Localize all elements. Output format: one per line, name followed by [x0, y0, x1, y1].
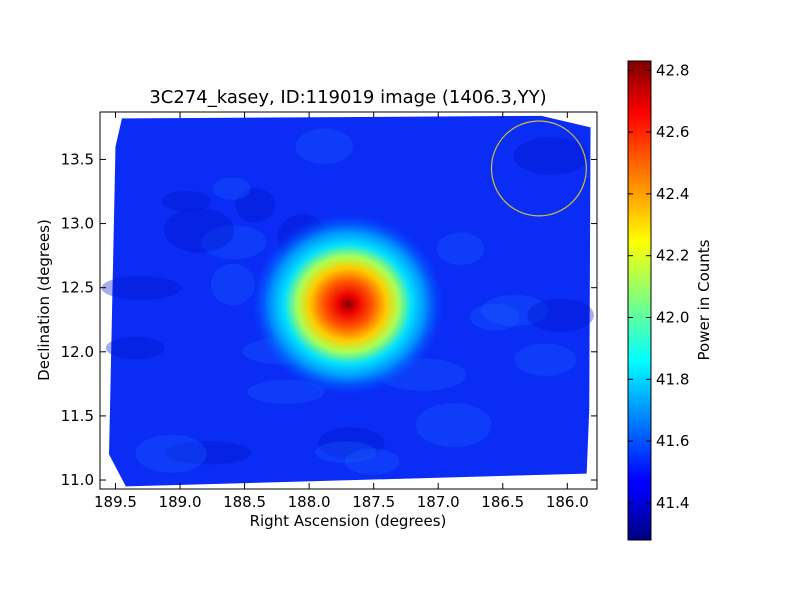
- colorbar-tick-label: 42.2: [656, 247, 689, 265]
- noise-blob: [513, 137, 589, 175]
- noise-blob: [135, 434, 207, 473]
- noise-blob: [436, 232, 485, 266]
- noise-blob: [344, 448, 400, 475]
- colorbar-tick-label: 41.6: [656, 432, 689, 450]
- x-tick-label: 189.0: [159, 493, 202, 511]
- noise-blob: [165, 441, 252, 465]
- chart-title: 3C274_kasey, ID:119019 image (1406.3,YY): [149, 87, 546, 108]
- noise-blob: [514, 343, 577, 376]
- noise-blob: [201, 225, 267, 260]
- noise-blob: [315, 441, 377, 464]
- noise-blob: [212, 177, 251, 200]
- colorbar: [627, 60, 652, 541]
- y-axis-label: Declination (degrees): [35, 219, 53, 381]
- noise-blob: [469, 303, 520, 331]
- noise-blob: [415, 403, 492, 448]
- source-peak: [251, 212, 445, 396]
- colorbar-tick-label: 42.8: [656, 61, 689, 79]
- colorbar-tick-label: 41.4: [656, 494, 689, 512]
- noise-blob: [527, 298, 594, 332]
- x-tick-label: 189.5: [94, 493, 137, 511]
- x-tick-label: 186.5: [481, 493, 524, 511]
- y-tick-label: 11.5: [61, 407, 94, 425]
- x-tick-label: 187.0: [417, 493, 460, 511]
- colorbar-tick-label: 42.0: [656, 308, 689, 326]
- plot-frame: [99, 111, 598, 490]
- noise-structure: [101, 128, 594, 475]
- noise-blob: [295, 128, 354, 164]
- noise-blob: [105, 336, 165, 360]
- noise-blob: [101, 275, 182, 300]
- x-tick-label: 186.0: [546, 493, 589, 511]
- noise-blob: [235, 188, 276, 223]
- y-axis: 11.0 11.5 12.0 12.5 13.0 13.5: [61, 150, 597, 489]
- y-tick-label: 13.0: [61, 215, 94, 233]
- x-axis-label: Right Ascension (degrees): [250, 512, 447, 530]
- y-tick-label: 12.5: [61, 279, 94, 297]
- noise-blob: [317, 427, 385, 459]
- x-tick-label: 188.0: [288, 493, 331, 511]
- noise-blob: [480, 294, 549, 327]
- colorbar-tick-label: 42.6: [656, 123, 689, 141]
- noise-blob: [163, 208, 235, 253]
- heatmap-image: [101, 115, 594, 487]
- noise-blob: [210, 263, 255, 306]
- beam-circle: [490, 120, 587, 217]
- x-axis: 189.5 189.0 188.5 188.0 187.5 187.0 186.5 186.0: [94, 112, 589, 511]
- colorbar-axis: 41.4 41.6 41.8 42.0 42.2 42.4 42.6 42.8: [628, 61, 689, 512]
- y-tick-label: 12.0: [61, 343, 94, 361]
- colorbar-label: Power in Counts: [695, 239, 713, 360]
- noise-blob: [161, 190, 212, 212]
- colorbar-tick-label: 42.4: [656, 185, 689, 203]
- x-tick-label: 188.5: [223, 493, 266, 511]
- colorbar-tick-label: 41.8: [656, 370, 689, 388]
- y-tick-label: 13.5: [61, 150, 94, 168]
- y-tick-label: 11.0: [61, 471, 94, 489]
- x-tick-label: 187.5: [352, 493, 395, 511]
